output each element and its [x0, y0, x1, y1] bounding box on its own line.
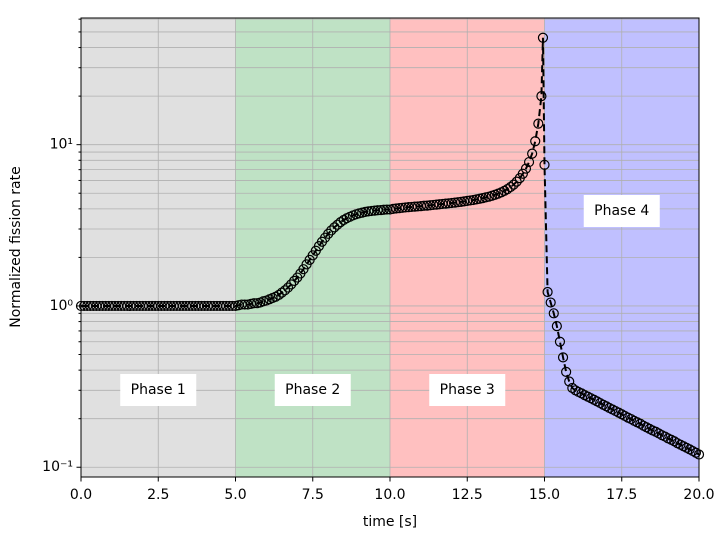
x-tick-label: 17.5 [606, 487, 637, 503]
data-point [279, 285, 291, 296]
data-point [533, 118, 544, 129]
data-point [635, 418, 646, 429]
x-tick-label: 7.5 [302, 487, 324, 503]
x-tick-label: 20.0 [683, 487, 714, 503]
data-point [248, 298, 260, 309]
phase-label-box [583, 195, 660, 227]
data-point [508, 179, 519, 190]
data-point [530, 136, 541, 147]
markers [75, 32, 705, 460]
data-point [511, 176, 522, 187]
data-point [554, 336, 566, 347]
data-point [326, 225, 337, 236]
data-point [539, 159, 550, 170]
phase-label-box [120, 374, 197, 406]
phase-label-box [274, 374, 351, 406]
x-tick-label: 0.0 [70, 487, 92, 503]
x-tick-label: 12.5 [452, 487, 483, 503]
data-point [276, 287, 287, 298]
x-tick-label: 5.0 [224, 487, 246, 503]
x-tick-label: 10.0 [374, 487, 405, 503]
data-point [548, 308, 559, 319]
data-point [537, 32, 549, 43]
y-tick-label: 10⁻¹ [42, 459, 73, 475]
phase-label: Phase 2 [285, 382, 340, 398]
data-point [601, 401, 612, 412]
x-axis-label: time [s] [363, 514, 417, 530]
data-point [542, 286, 553, 298]
data-point [323, 228, 334, 239]
data-point [545, 297, 556, 308]
x-tick-label: 2.5 [147, 487, 169, 503]
x-tick-label: 15.0 [529, 487, 560, 503]
data-point [551, 321, 562, 332]
phase-label: Phase 3 [440, 382, 495, 398]
phase-label: Phase 4 [594, 203, 649, 219]
y-axis-label: Normalized fission rate [8, 166, 24, 327]
y-tick-label: 10¹ [50, 137, 73, 153]
data-point [282, 282, 294, 293]
data-point [329, 222, 340, 233]
y-tick-label: 10⁰ [50, 298, 74, 314]
data-point [527, 148, 538, 159]
data-point [517, 168, 528, 179]
data-point [669, 436, 680, 447]
data-point [520, 163, 532, 174]
data-point [289, 275, 300, 287]
phase-label: Phase 1 [131, 382, 186, 398]
data-point [561, 366, 572, 378]
data-point [564, 376, 575, 387]
data-point [659, 431, 671, 442]
data-point [286, 279, 297, 290]
data-point [505, 181, 516, 193]
data-point [338, 214, 349, 226]
data-point [536, 91, 547, 102]
data-point [625, 413, 637, 425]
data-point [557, 352, 569, 363]
phase-label-box [429, 374, 506, 406]
